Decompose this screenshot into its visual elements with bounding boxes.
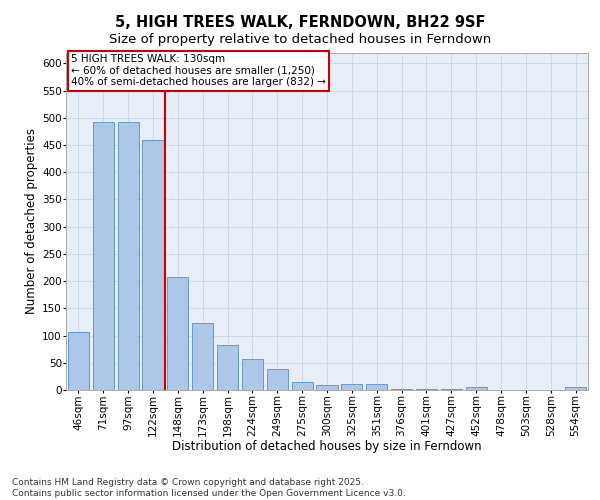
Text: Contains HM Land Registry data © Crown copyright and database right 2025.
Contai: Contains HM Land Registry data © Crown c… <box>12 478 406 498</box>
Bar <box>217 346 238 390</box>
Text: 5, HIGH TREES WALK, FERNDOWN, BH22 9SF: 5, HIGH TREES WALK, FERNDOWN, BH22 9SF <box>115 15 485 30</box>
Bar <box>316 384 338 390</box>
Bar <box>242 359 263 390</box>
Bar <box>93 122 114 390</box>
Bar <box>366 384 387 390</box>
Bar <box>142 140 164 390</box>
Bar <box>565 388 586 390</box>
Bar <box>167 278 188 390</box>
Bar <box>192 322 213 390</box>
Bar <box>292 382 313 390</box>
Text: Size of property relative to detached houses in Ferndown: Size of property relative to detached ho… <box>109 32 491 46</box>
Bar <box>267 370 288 390</box>
Bar <box>68 332 89 390</box>
Text: 5 HIGH TREES WALK: 130sqm
← 60% of detached houses are smaller (1,250)
40% of se: 5 HIGH TREES WALK: 130sqm ← 60% of detac… <box>71 54 326 88</box>
X-axis label: Distribution of detached houses by size in Ferndown: Distribution of detached houses by size … <box>172 440 482 454</box>
Bar <box>391 389 412 390</box>
Bar <box>466 388 487 390</box>
Y-axis label: Number of detached properties: Number of detached properties <box>25 128 38 314</box>
Bar <box>118 122 139 390</box>
Bar <box>341 384 362 390</box>
